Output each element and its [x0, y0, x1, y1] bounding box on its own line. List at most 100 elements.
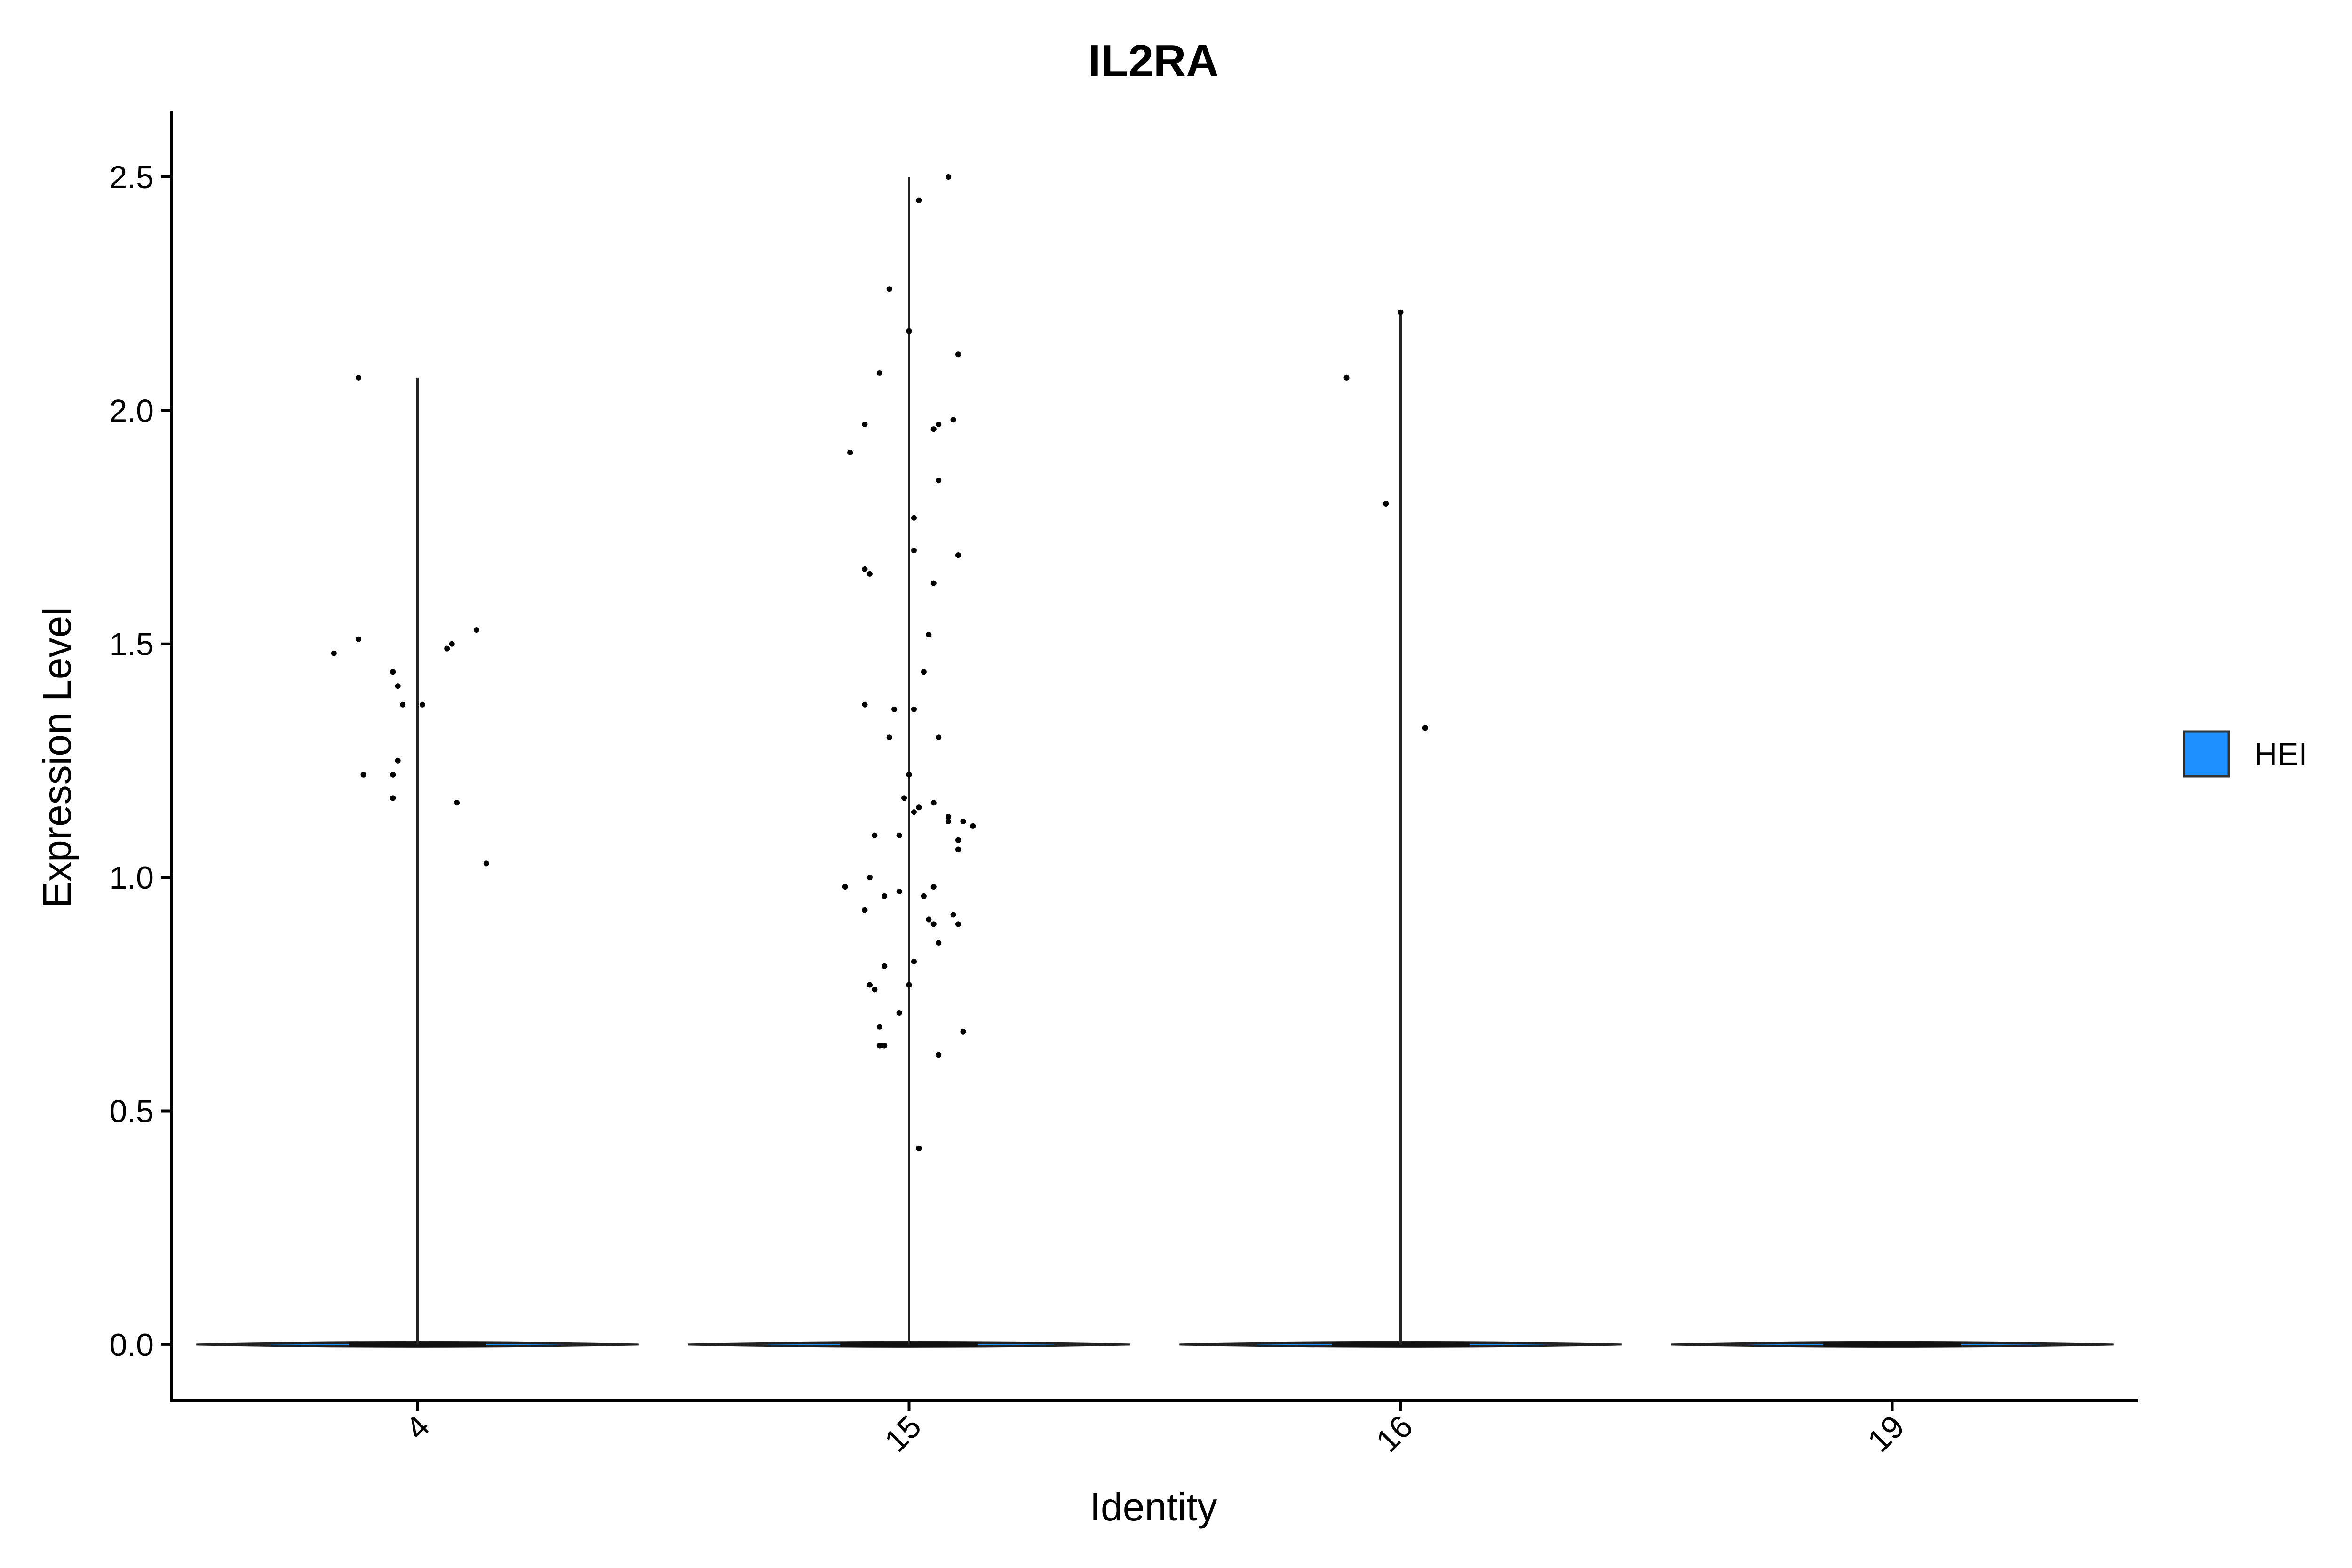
data-point: [876, 1024, 882, 1030]
data-point: [916, 804, 922, 811]
data-point: [876, 1043, 882, 1049]
data-point: [331, 650, 337, 656]
x-tick-label-19: 19: [1861, 1409, 1911, 1459]
data-point: [955, 837, 961, 843]
x-axis-title: Identity: [1090, 1485, 1217, 1529]
data-point: [473, 627, 479, 633]
data-point: [876, 370, 882, 376]
data-point: [960, 818, 966, 824]
x-ticks: 4 15 16 19: [399, 1401, 1911, 1459]
data-point: [936, 940, 942, 946]
data-point: [936, 1052, 942, 1058]
data-point: [1343, 374, 1350, 381]
violin-layer: [196, 176, 2114, 1348]
data-point: [911, 809, 917, 815]
x-tick-label-15: 15: [878, 1409, 928, 1459]
data-point: [872, 987, 878, 993]
data-point: [866, 982, 873, 988]
legend-swatch-hei: [2183, 730, 2230, 778]
data-point: [901, 795, 907, 801]
data-point: [950, 912, 956, 918]
data-point: [1422, 725, 1428, 731]
x-tick-label-16: 16: [1369, 1409, 1420, 1459]
data-point: [936, 734, 942, 740]
data-point: [955, 351, 961, 358]
y-axis-title: Expression Level: [35, 607, 79, 908]
legend: HEI: [2183, 730, 2307, 778]
data-point: [886, 734, 892, 740]
data-point: [862, 422, 868, 428]
data-point: [390, 669, 396, 675]
data-point: [960, 1028, 966, 1035]
data-point: [886, 286, 892, 292]
data-point: [955, 846, 961, 852]
data-point: [400, 701, 406, 708]
data-point: [906, 328, 912, 334]
x-tick-label-4: 4: [399, 1409, 437, 1446]
data-point: [896, 888, 902, 894]
data-point: [930, 580, 937, 586]
data-point: [866, 571, 873, 577]
data-point: [906, 982, 912, 988]
data-point: [862, 701, 868, 708]
data-point: [419, 701, 425, 708]
y-ticks: 0.0 0.5 1.0 1.5 2.0 2.5: [109, 159, 172, 1363]
data-point: [882, 893, 888, 899]
data-point: [866, 875, 873, 881]
axes: [170, 111, 2138, 1402]
data-point: [356, 374, 362, 381]
data-point: [891, 706, 898, 712]
y-tick-label: 0.0: [109, 1327, 154, 1363]
data-point: [930, 883, 937, 890]
data-point: [911, 706, 917, 712]
data-point: [911, 515, 917, 521]
data-point: [847, 449, 853, 455]
data-point: [946, 818, 952, 824]
data-point: [390, 772, 396, 778]
data-point: [921, 893, 927, 899]
data-point: [906, 772, 912, 778]
chart-title: IL2RA: [1088, 36, 1218, 86]
data-point: [356, 636, 362, 642]
data-point: [483, 860, 489, 867]
data-point: [950, 417, 956, 423]
data-point: [395, 757, 401, 764]
data-point: [926, 631, 932, 637]
data-point: [1383, 501, 1389, 507]
y-tick-label: 1.0: [109, 860, 154, 896]
data-point: [842, 883, 848, 890]
data-point: [916, 1145, 922, 1151]
data-point: [862, 566, 868, 572]
data-point: [454, 800, 460, 806]
data-point: [936, 478, 942, 484]
data-point: [955, 921, 961, 927]
data-point: [872, 832, 878, 838]
data-point: [882, 1043, 888, 1049]
data-point: [449, 641, 455, 647]
data-point: [936, 422, 942, 428]
data-point: [896, 1010, 902, 1016]
data-point: [970, 823, 976, 829]
data-point: [911, 548, 917, 554]
data-point: [444, 645, 450, 652]
legend-label-hei: HEI: [2254, 736, 2307, 772]
data-point: [882, 963, 888, 969]
data-point: [930, 426, 937, 432]
y-tick-label: 0.5: [109, 1093, 154, 1129]
data-point: [360, 772, 366, 778]
data-point: [946, 174, 952, 180]
data-point: [395, 683, 401, 689]
data-point: [926, 916, 932, 923]
y-tick-label: 2.0: [109, 393, 154, 429]
data-point: [930, 800, 937, 806]
data-point: [1398, 309, 1404, 315]
y-tick-label: 2.5: [109, 159, 154, 195]
data-point: [911, 958, 917, 964]
data-point: [390, 795, 396, 801]
data-point: [930, 921, 937, 927]
data-point: [896, 832, 902, 838]
y-tick-label: 1.5: [109, 627, 154, 662]
data-point: [921, 669, 927, 675]
data-point: [946, 814, 952, 820]
